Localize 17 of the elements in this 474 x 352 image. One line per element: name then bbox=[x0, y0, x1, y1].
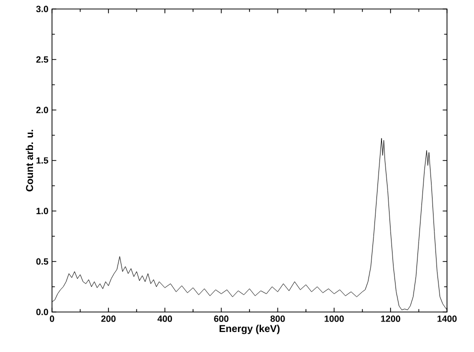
y-tick-label: 1.5 bbox=[36, 157, 48, 164]
x-tick-label: 800 bbox=[270, 316, 285, 322]
x-tick-label: 1000 bbox=[324, 316, 344, 322]
x-tick-label: 1400 bbox=[438, 316, 457, 322]
x-tick-label: 600 bbox=[214, 316, 228, 322]
y-axis-title: Count arb. u. bbox=[26, 130, 34, 192]
x-tick-label: 400 bbox=[157, 316, 172, 322]
x-axis-title: Energy (keV) bbox=[220, 324, 280, 334]
y-tick-label: 1.0 bbox=[36, 208, 48, 214]
y-tick-label: 0.0 bbox=[36, 308, 48, 316]
y-tick-label: 2.5 bbox=[36, 56, 48, 63]
y-tick-label: 0.5 bbox=[36, 258, 48, 265]
x-tick-label: 0 bbox=[50, 316, 54, 322]
x-tick-label: 200 bbox=[101, 316, 116, 322]
y-tick-label: 3.0 bbox=[36, 6, 48, 12]
y-tick-label: 2.0 bbox=[36, 106, 48, 114]
x-tick-label: 1200 bbox=[381, 316, 400, 322]
